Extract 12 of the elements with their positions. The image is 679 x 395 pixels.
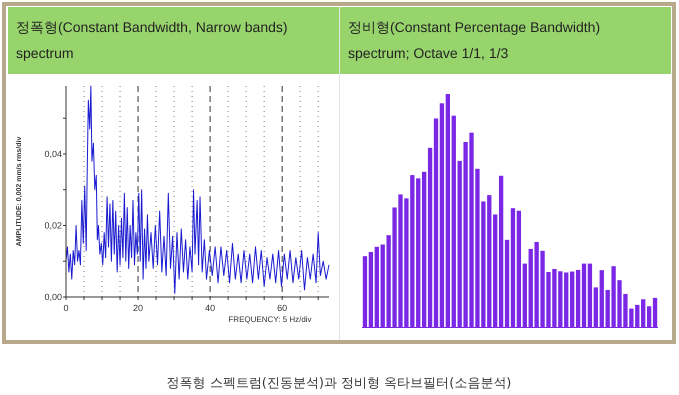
- y-tick-label: 0,00: [44, 292, 62, 302]
- text: 정폭형 스펙트럼(진동분석)과 정비형 옥타브필터(소음분석): [166, 376, 512, 391]
- chart-title: 정비형(Constant Percentage Bandwidth) spectrum; Octave 1/1, 1/3: [348, 18, 602, 63]
- chart-title: 정폭형(Constant Bandwidth, Narrow bands) spectrum: [16, 18, 289, 63]
- y-tick-label: 0,02: [44, 220, 62, 230]
- y-tick-label: 0,04: [44, 148, 62, 159]
- x-tick-label: 20: [133, 303, 144, 313]
- x-tick-label: 0: [63, 303, 69, 313]
- x-tick-label: 60: [277, 303, 288, 313]
- x-tick-label: 40: [205, 303, 216, 313]
- x-axis-title: FREQUENCY: 5 Hz/div: [228, 315, 312, 324]
- line-series: [66, 86, 330, 294]
